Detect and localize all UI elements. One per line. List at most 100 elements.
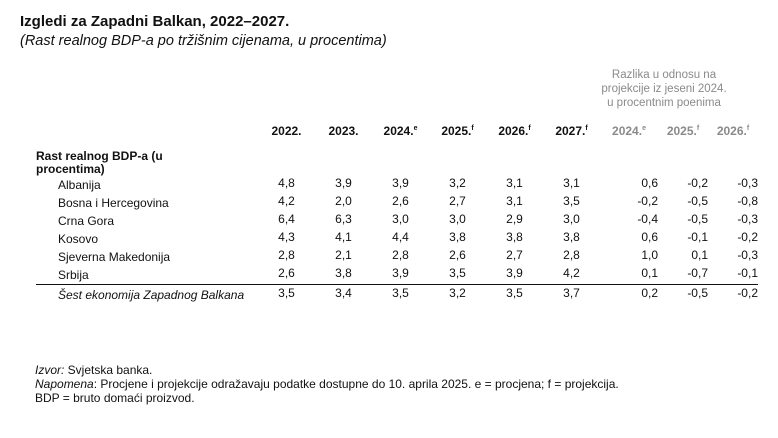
value-cell: 3,5 [372, 284, 429, 304]
value-cell: 2,6 [392, 194, 409, 208]
value-cell: 6,3 [335, 212, 352, 226]
value-cell: 2,6 [449, 248, 466, 262]
header-spacer [36, 122, 258, 140]
gdp-growth-table: 2022. 2023. 2024.e 2025.f 2026.f 2027.f … [36, 122, 758, 304]
value-cell: 3,2 [429, 284, 486, 304]
diff-cell: -0,5 [687, 194, 708, 208]
value-cell: 2,7 [449, 194, 466, 208]
diff-year-header: 2025.f [666, 124, 700, 138]
diff-cell: 0,1 [691, 248, 708, 262]
value-cell: 3,5 [563, 194, 580, 208]
diff-year-header: 2024.e [612, 124, 646, 138]
table-row: Albanija 4,8 3,9 3,9 3,2 3,1 3,1 0,6 -0,… [36, 176, 758, 194]
year-header: 2024.e [383, 124, 418, 138]
country-name: Albanija [58, 178, 101, 192]
value-cell: 3,2 [449, 176, 466, 190]
value-cell: 2,1 [335, 248, 352, 262]
value-cell: 3,8 [335, 266, 352, 280]
year-header-row: 2022. 2023. 2024.e 2025.f 2026.f 2027.f … [36, 122, 758, 140]
diff-cell: 0,2 [600, 284, 658, 304]
value-cell: 4,3 [278, 230, 295, 244]
value-cell: 4,2 [278, 194, 295, 208]
year-header: 2025.f [441, 124, 474, 138]
value-cell: 4,4 [392, 230, 409, 244]
value-cell: 2,7 [506, 248, 523, 262]
year-header: 2022. [271, 124, 302, 138]
total-label: Šest ekonomija Zapadnog Balkana [58, 287, 245, 302]
value-cell: 3,8 [449, 230, 466, 244]
value-cell: 3,0 [392, 212, 409, 226]
country-name: Sjeverna Makedonija [58, 250, 171, 264]
value-cell: 3,5 [258, 284, 315, 304]
country-name: Kosovo [58, 232, 99, 246]
diff-cell: -0,2 [637, 194, 658, 208]
diff-cell: 0,6 [641, 230, 658, 244]
table-row: Sjeverna Makedonija 2,8 2,1 2,8 2,6 2,7 … [36, 248, 758, 266]
country-name: Bosna i Hercegovina [58, 196, 169, 210]
diff-cell: -0,3 [737, 212, 758, 226]
value-cell: 3,9 [392, 176, 409, 190]
value-cell: 3,8 [506, 230, 523, 244]
diff-cell: -0,5 [687, 212, 708, 226]
table-row: Crna Gora 6,4 6,3 3,0 3,0 2,9 3,0 -0,4 -… [36, 212, 758, 230]
value-cell: 3,0 [449, 212, 466, 226]
country-name: Crna Gora [58, 214, 115, 228]
year-header: 2027.f [555, 124, 588, 138]
section-label: Rast realnog BDP-a (u procentima) [36, 149, 163, 176]
diff-cell: -0,1 [737, 266, 758, 280]
value-cell: 3,9 [506, 266, 523, 280]
value-cell: 3,4 [315, 284, 372, 304]
diff-year-header: 2026.f [716, 124, 750, 138]
methodology-note: Napomena: Procjene i projekcije odražava… [35, 377, 619, 391]
value-cell: 2,9 [506, 212, 523, 226]
value-cell: 3,1 [506, 194, 523, 208]
diff-cell: -0,3 [737, 176, 758, 190]
value-cell: 3,5 [449, 266, 466, 280]
difference-header-line: u procentnim poenima [607, 97, 721, 109]
value-cell: 3,9 [335, 176, 352, 190]
country-name: Srbija [58, 268, 89, 282]
difference-column-header: Razlika u odnosu na projekcije iz jeseni… [584, 68, 744, 110]
value-cell: 3,9 [392, 266, 409, 280]
value-cell: 3,8 [563, 230, 580, 244]
value-cell: 6,4 [278, 212, 295, 226]
diff-cell: -0,2 [687, 176, 708, 190]
value-cell: 4,8 [278, 176, 295, 190]
value-cell: 3,0 [563, 212, 580, 226]
value-cell: 4,2 [563, 266, 580, 280]
value-cell: 2,8 [392, 248, 409, 262]
diff-cell: 0,6 [641, 176, 658, 190]
value-cell: 3,5 [486, 284, 543, 304]
table-row: Kosovo 4,3 4,1 4,4 3,8 3,8 3,8 0,6 -0,1 … [36, 230, 758, 248]
value-cell: 2,8 [278, 248, 295, 262]
value-cell: 3,7 [543, 284, 600, 304]
table-notes: Izvor: Svjetska banka. Napomena: Procjen… [35, 363, 619, 405]
difference-header-line: projekcije iz jeseni 2024. [601, 83, 727, 95]
value-cell: 3,1 [563, 176, 580, 190]
table-row: Srbija 2,6 3,8 3,9 3,5 3,9 4,2 0,1 -0,7 … [36, 266, 758, 285]
value-cell: 2,8 [563, 248, 580, 262]
year-header: 2023. [328, 124, 359, 138]
diff-cell: -0,1 [687, 230, 708, 244]
section-row: Rast realnog BDP-a (u procentima) [36, 140, 758, 176]
table-title: Izgledi za Zapadni Balkan, 2022–2027. [20, 13, 290, 30]
table-subtitle: (Rast realnog BDP-a po tržišnim cijenama… [20, 33, 387, 49]
diff-cell: 1,0 [641, 248, 658, 262]
value-cell: 2,6 [278, 266, 295, 280]
value-cell: 2,0 [335, 194, 352, 208]
total-row: Šest ekonomija Zapadnog Balkana 3,5 3,4 … [36, 284, 758, 304]
diff-cell: -0,8 [737, 194, 758, 208]
diff-cell: -0,2 [737, 230, 758, 244]
value-cell: 4,1 [335, 230, 352, 244]
diff-cell: -0,5 [658, 284, 708, 304]
diff-cell: -0,4 [637, 212, 658, 226]
difference-header-line: Razlika u odnosu na [611, 69, 717, 81]
diff-cell: -0,3 [737, 248, 758, 262]
abbreviation-note: BDP = bruto domaći proizvod. [35, 391, 195, 405]
value-cell: 3,1 [506, 176, 523, 190]
diff-cell: -0,7 [687, 266, 708, 280]
table-row: Bosna i Hercegovina 4,2 2,0 2,6 2,7 3,1 … [36, 194, 758, 212]
source-note: Izvor: Svjetska banka. [35, 363, 153, 377]
diff-cell: 0,1 [641, 266, 658, 280]
year-header: 2026.f [498, 124, 531, 138]
